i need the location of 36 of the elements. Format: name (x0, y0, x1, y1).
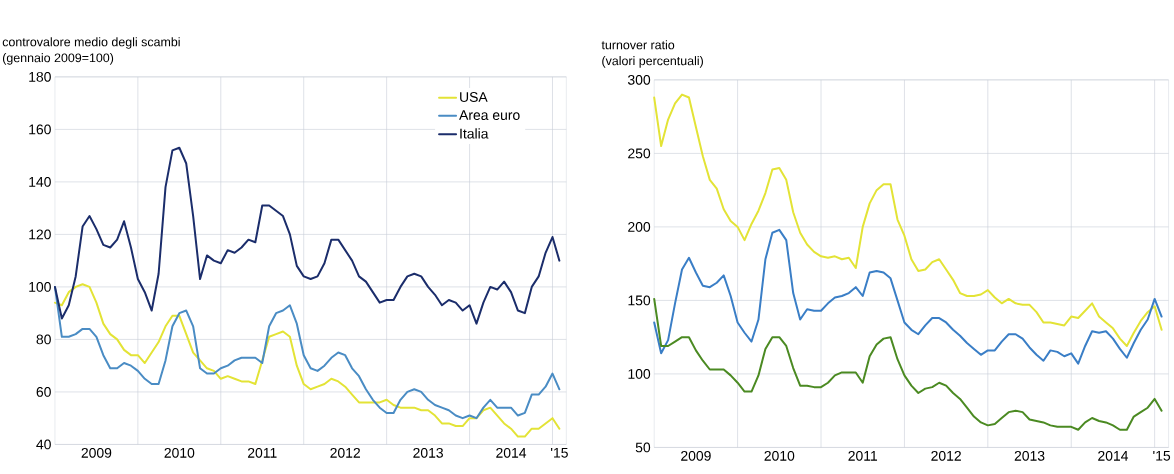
chart-title: controvalore medio degli scambi (2, 37, 180, 49)
x-tick-label: 2012 (330, 447, 360, 458)
y-tick-label: 300 (627, 74, 651, 85)
y-tick-label: 100 (628, 368, 651, 379)
y-tick-label: 200 (628, 221, 651, 232)
chart-subtitle: (valori percentuali) (602, 55, 703, 68)
y-tick-label: 50 (635, 442, 651, 453)
y-tick-label: 60 (36, 386, 51, 397)
x-tick-label: 2012 (931, 450, 961, 461)
x-tick-label: 2013 (413, 447, 443, 458)
y-tick-label: 180 (29, 71, 51, 82)
x-tick-label: 2010 (164, 447, 195, 458)
legend-label: Area euro (459, 110, 520, 120)
legend-label: USA (460, 91, 488, 102)
y-tick-label: 100 (29, 281, 51, 292)
x-tick-label: 2011 (848, 450, 878, 461)
x-tick-label: 2014 (1098, 450, 1129, 461)
x-tick-label: 2009 (81, 447, 112, 458)
chart-subtitle: (gennaio 2009=100) (2, 52, 114, 65)
y-tick-label: 120 (29, 229, 51, 240)
y-tick-label: 140 (29, 176, 51, 187)
x-tick-label: 2014 (496, 447, 527, 458)
chart-title: turnover ratio (601, 39, 675, 50)
x-tick-label: 2011 (247, 447, 277, 458)
y-tick-label: 250 (628, 148, 651, 159)
legend-label: Italia (460, 128, 489, 139)
line-series (653, 228, 1163, 365)
y-tick-label: 80 (36, 334, 51, 345)
x-tick-label: '15 (551, 447, 568, 458)
x-tick-label: '15 (1153, 450, 1171, 461)
y-tick-label: 40 (36, 439, 51, 450)
x-tick-label: 2009 (681, 450, 711, 461)
x-tick-label: 2013 (1014, 450, 1045, 461)
y-tick-label: 150 (628, 295, 651, 306)
x-tick-label: 2010 (764, 450, 795, 461)
y-tick-label: 160 (29, 124, 51, 135)
